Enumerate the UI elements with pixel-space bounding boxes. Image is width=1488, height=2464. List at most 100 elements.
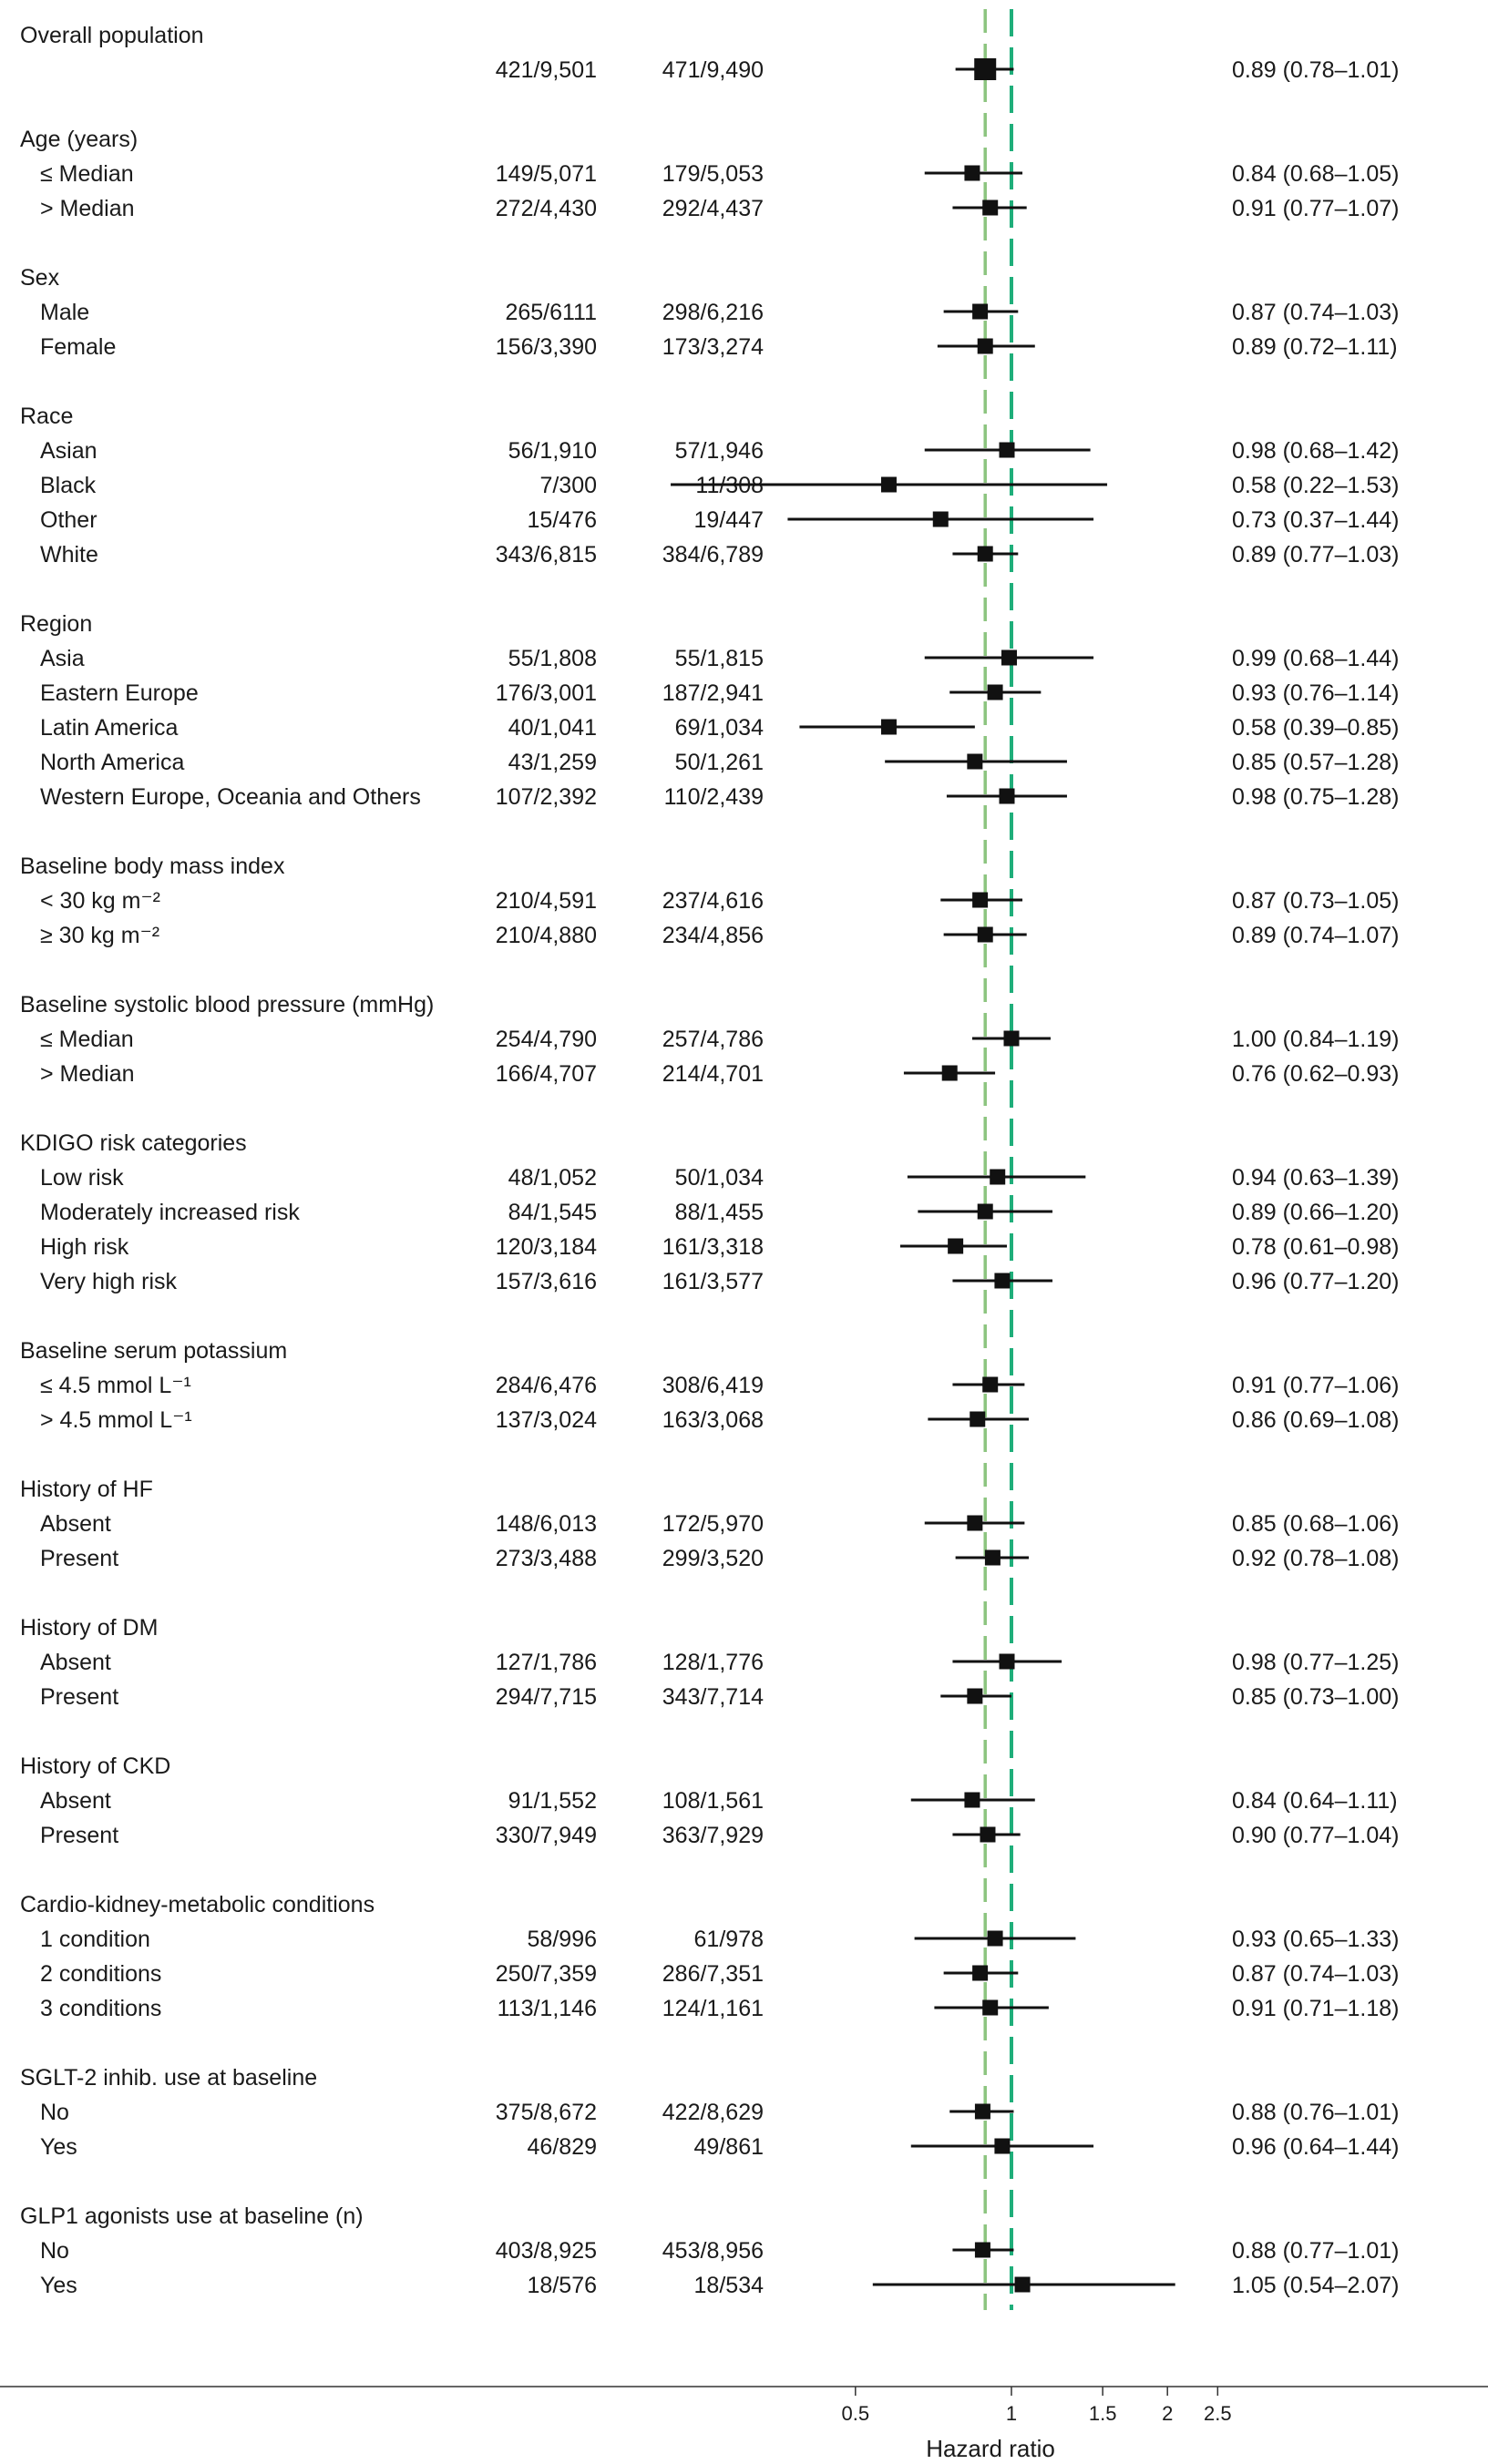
row-label: Asia bbox=[40, 646, 85, 671]
row-label: ≤ 4.5 mmol L⁻¹ bbox=[40, 1373, 191, 1398]
point-estimate bbox=[982, 199, 999, 216]
hazard-ratio-text: 0.91 (0.77–1.07) bbox=[1232, 196, 1399, 221]
x-axis-title: Hazard ratio bbox=[926, 2435, 1055, 2462]
events-treatment: 210/4,591 bbox=[496, 888, 597, 914]
events-placebo: 69/1,034 bbox=[675, 715, 764, 741]
point-estimate bbox=[977, 546, 993, 562]
point-estimate bbox=[974, 2242, 990, 2258]
subgroup-block: Age (years) ≤ Median 149/5,071 179/5,053 0.8… bbox=[20, 127, 1399, 221]
events-treatment: 91/1,552 bbox=[508, 1788, 597, 1814]
row-label: 2 conditions bbox=[40, 1961, 161, 1987]
row-label: Black bbox=[40, 473, 97, 498]
events-placebo: 292/4,437 bbox=[662, 196, 764, 221]
hazard-ratio-text: 0.96 (0.77–1.20) bbox=[1232, 1269, 1399, 1294]
events-placebo: 308/6,419 bbox=[662, 1373, 764, 1398]
row-label: Absent bbox=[40, 1650, 111, 1675]
row-label: Latin America bbox=[40, 715, 179, 741]
hazard-ratio-text: 0.94 (0.63–1.39) bbox=[1232, 1165, 1399, 1191]
events-placebo: 299/3,520 bbox=[662, 1546, 764, 1571]
subgroup-title: Region bbox=[20, 611, 92, 637]
point-estimate bbox=[972, 1965, 989, 1981]
point-estimate bbox=[980, 1826, 996, 1843]
hazard-ratio-text: 0.58 (0.39–0.85) bbox=[1232, 715, 1399, 741]
forest-row: ≥ 30 kg m⁻² 210/4,880 234/4,856 0.89 (0.74–… bbox=[40, 923, 1399, 948]
forest-row: Asian 56/1,910 57/1,946 0.98 (0.68–1.42) bbox=[40, 438, 1399, 464]
events-placebo: 286/7,351 bbox=[662, 1961, 764, 1987]
events-placebo: 422/8,629 bbox=[662, 2100, 764, 2125]
events-treatment: 149/5,071 bbox=[496, 161, 597, 187]
events-placebo: 161/3,577 bbox=[662, 1269, 764, 1294]
hazard-ratio-text: 0.93 (0.65–1.33) bbox=[1232, 1927, 1399, 1952]
point-estimate bbox=[977, 1203, 993, 1220]
events-treatment: 127/1,786 bbox=[496, 1650, 597, 1675]
subgroup-title: Cardio-kidney-metabolic conditions bbox=[20, 1892, 375, 1917]
subgroup-block: KDIGO risk categories Low risk 48/1,052 50/… bbox=[20, 1130, 1399, 1294]
forest-row: High risk 120/3,184 161/3,318 0.78 (0.61–0.… bbox=[40, 1234, 1399, 1260]
point-estimate bbox=[967, 753, 983, 770]
hazard-ratio-text: 0.84 (0.64–1.11) bbox=[1232, 1788, 1398, 1814]
forest-row: Western Europe, Oceania and Others 107/2,… bbox=[40, 784, 1399, 810]
events-placebo: 61/978 bbox=[694, 1927, 764, 1952]
forest-row: White 343/6,815 384/6,789 0.89 (0.77–1.03) bbox=[40, 542, 1399, 567]
point-estimate bbox=[987, 1930, 1003, 1947]
forest-row: > Median 166/4,707 214/4,701 0.76 (0.62–0.9… bbox=[40, 1061, 1399, 1087]
events-placebo: 161/3,318 bbox=[662, 1234, 764, 1260]
subgroup-title: History of HF bbox=[20, 1477, 153, 1502]
subgroup-title: History of CKD bbox=[20, 1753, 170, 1779]
point-estimate bbox=[984, 1549, 1001, 1566]
events-treatment: 156/3,390 bbox=[496, 334, 597, 360]
subgroup-block: History of HF Absent 148/6,013 172/5,970 0.8… bbox=[20, 1477, 1399, 1571]
point-estimate bbox=[999, 788, 1015, 804]
events-treatment: 284/6,476 bbox=[496, 1373, 597, 1398]
events-placebo: 163/3,068 bbox=[662, 1407, 764, 1433]
forest-row: > 4.5 mmol L⁻¹ 137/3,024 163/3,068 0.86 (0.… bbox=[40, 1407, 1399, 1433]
hazard-ratio-text: 0.93 (0.76–1.14) bbox=[1232, 680, 1399, 706]
hazard-ratio-text: 1.00 (0.84–1.19) bbox=[1232, 1027, 1399, 1052]
hazard-ratio-text: 0.87 (0.73–1.05) bbox=[1232, 888, 1399, 914]
forest-row: > Median 272/4,430 292/4,437 0.91 (0.77–1.0… bbox=[40, 196, 1399, 221]
subgroup-title: GLP1 agonists use at baseline (n) bbox=[20, 2203, 364, 2229]
forest-row: Low risk 48/1,052 50/1,034 0.94 (0.63–1.39) bbox=[40, 1165, 1399, 1191]
events-placebo: 237/4,616 bbox=[662, 888, 764, 914]
row-label: Eastern Europe bbox=[40, 680, 199, 706]
hazard-ratio-text: 0.96 (0.64–1.44) bbox=[1232, 2134, 1399, 2160]
forest-row: Female 156/3,390 173/3,274 0.89 (0.72–1.11) bbox=[40, 334, 1398, 360]
subgroup-title: History of DM bbox=[20, 1615, 158, 1641]
events-treatment: 330/7,949 bbox=[496, 1823, 597, 1848]
point-estimate bbox=[974, 58, 997, 80]
subgroup-title: Baseline body mass index bbox=[20, 854, 285, 879]
events-placebo: 108/1,561 bbox=[662, 1788, 764, 1814]
point-estimate bbox=[977, 926, 993, 943]
row-label: High risk bbox=[40, 1234, 129, 1260]
events-treatment: 58/996 bbox=[528, 1927, 597, 1952]
forest-row: Present 294/7,715 343/7,714 0.85 (0.73–1.00… bbox=[40, 1684, 1399, 1710]
forest-row: Yes 46/829 49/861 0.96 (0.64–1.44) bbox=[40, 2134, 1399, 2160]
point-estimate bbox=[880, 719, 897, 735]
hazard-ratio-text: 0.90 (0.77–1.04) bbox=[1232, 1823, 1399, 1848]
forest-row: Absent 91/1,552 108/1,561 0.84 (0.64–1.11) bbox=[40, 1788, 1398, 1814]
events-treatment: 375/8,672 bbox=[496, 2100, 597, 2125]
events-placebo: 50/1,261 bbox=[675, 750, 764, 775]
row-label: 3 conditions bbox=[40, 1996, 161, 2021]
events-placebo: 55/1,815 bbox=[675, 646, 764, 671]
subgroup-title: Overall population bbox=[20, 23, 204, 48]
point-estimate bbox=[880, 476, 897, 493]
forest-row: ≤ 4.5 mmol L⁻¹ 284/6,476 308/6,419 0.91 (0.… bbox=[40, 1373, 1399, 1398]
forest-row: 2 conditions 250/7,359 286/7,351 0.87 (0.74… bbox=[40, 1961, 1399, 1987]
row-label: No bbox=[40, 2238, 69, 2264]
row-label: North America bbox=[40, 750, 184, 775]
forest-row: Absent 127/1,786 128/1,776 0.98 (0.77–1.25) bbox=[40, 1650, 1399, 1675]
subgroup-title: SGLT-2 inhib. use at baseline bbox=[20, 2065, 317, 2091]
events-placebo: 172/5,970 bbox=[662, 1511, 764, 1537]
subgroup-block: Race Asian 56/1,910 57/1,946 0.98 (0.68–1.42… bbox=[20, 404, 1399, 567]
row-label: ≤ Median bbox=[40, 1027, 134, 1052]
point-estimate bbox=[987, 684, 1003, 700]
forest-row: Male 265/6111 298/6,216 0.87 (0.74–1.03) bbox=[40, 300, 1399, 325]
hazard-ratio-text: 0.76 (0.62–0.93) bbox=[1232, 1061, 1399, 1087]
events-placebo: 18/534 bbox=[694, 2273, 765, 2298]
hazard-ratio-text: 0.87 (0.74–1.03) bbox=[1232, 1961, 1399, 1987]
forest-row: Absent 148/6,013 172/5,970 0.85 (0.68–1.06) bbox=[40, 1511, 1399, 1537]
events-placebo: 179/5,053 bbox=[662, 161, 764, 187]
events-treatment: 157/3,616 bbox=[496, 1269, 597, 1294]
forest-row: Yes 18/576 18/534 1.05 (0.54–2.07) bbox=[40, 2273, 1399, 2298]
